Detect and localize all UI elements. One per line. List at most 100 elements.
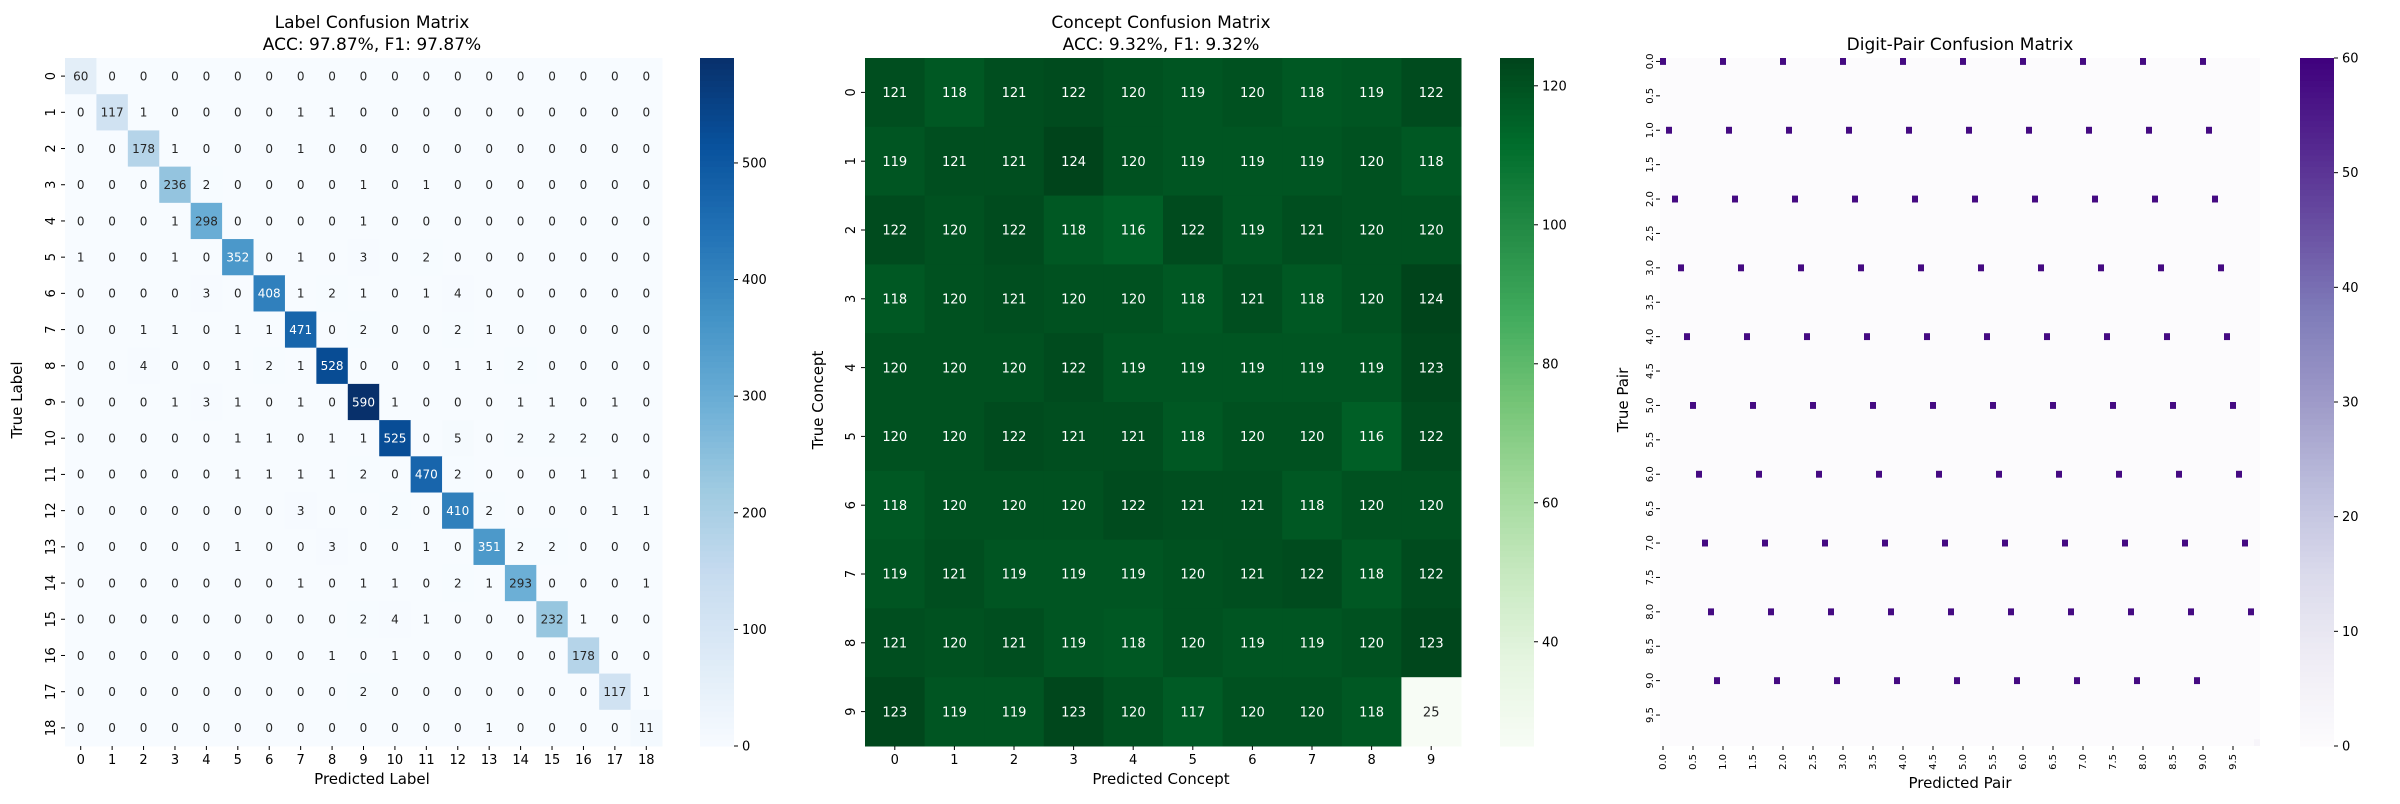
colorbar-segment	[2300, 447, 2334, 455]
heatmap-cell	[379, 528, 412, 566]
colorbar-segment	[2300, 602, 2334, 609]
heatmap-cell	[2056, 470, 2062, 478]
heatmap-cell	[96, 58, 129, 95]
colorbar-segment	[1500, 367, 1534, 374]
heatmap-cell	[316, 637, 349, 675]
heatmap-cell	[2014, 677, 2020, 685]
heatmap-cell	[1918, 264, 1924, 272]
colorbar-segment	[1500, 625, 1534, 632]
colorbar-segment	[700, 551, 734, 558]
colorbar-segment	[700, 568, 734, 575]
heatmap-cell	[504, 130, 537, 168]
colorbar-segment	[2300, 373, 2334, 380]
heatmap-cell	[1978, 264, 1984, 272]
x-tick-label: 18	[638, 753, 655, 768]
heatmap-cell	[1163, 608, 1224, 678]
heatmap-cell	[2098, 264, 2104, 272]
colorbar-segment	[2300, 264, 2334, 271]
colorbar-segment	[1500, 694, 1534, 701]
heatmap-cell	[2038, 264, 2044, 272]
colorbar-segment	[2300, 109, 2334, 116]
colorbar-segment	[2300, 625, 2334, 632]
cell-value-label: 1	[171, 250, 179, 264]
cell-value-label: 0	[234, 142, 242, 156]
colorbar-segment	[700, 172, 734, 179]
cell-value-label: 119	[1240, 361, 1265, 376]
x-tick-label: 0	[77, 753, 85, 768]
colorbar-segment	[700, 103, 734, 111]
colorbar-segment	[1500, 419, 1534, 426]
cell-value-label: 293	[509, 576, 532, 590]
colorbar-segment	[700, 625, 734, 632]
x-tick-label: 0.5	[1688, 754, 1699, 770]
colorbar-segment	[700, 642, 734, 650]
cell-value-label: 0	[328, 576, 336, 590]
heatmap-cell	[410, 456, 443, 494]
heatmap-cell	[1852, 195, 1858, 203]
heatmap-cell	[1043, 333, 1104, 403]
cell-value-label: 0	[171, 721, 179, 735]
cell-value-label: 590	[352, 395, 375, 409]
cell-value-label: 120	[1121, 705, 1146, 720]
heatmap-cell	[159, 601, 192, 638]
cell-value-label: 120	[942, 224, 967, 239]
heatmap-cell	[316, 58, 349, 95]
heatmap-cell	[347, 601, 380, 638]
cell-value-label: 2	[423, 250, 431, 264]
cell-value-label: 0	[423, 432, 431, 446]
heatmap-cell	[410, 166, 443, 204]
heatmap-cell	[1990, 402, 1996, 409]
colorbar-segment	[1500, 98, 1534, 105]
colorbar-segment	[2300, 419, 2334, 426]
heatmap-cell	[865, 126, 926, 197]
heatmap-cell	[599, 673, 632, 711]
heatmap-cell	[253, 456, 286, 494]
heatmap-cell	[924, 539, 985, 609]
cell-value-label: 25	[1423, 705, 1440, 720]
colorbar-segment	[1500, 585, 1534, 592]
heatmap-cell	[630, 275, 663, 312]
cell-value-label: 3	[360, 250, 368, 264]
heatmap-cell	[473, 709, 506, 747]
colorbar-tick-label: 300	[742, 390, 767, 405]
heatmap-cell	[190, 311, 223, 349]
colorbar-segment	[2300, 235, 2334, 243]
cell-value-label: 0	[297, 613, 305, 627]
y-tick-label: 13	[44, 539, 59, 556]
colorbar-segment	[2300, 379, 2334, 386]
colorbar-segment	[2300, 470, 2334, 478]
colorbar-segment	[700, 665, 734, 673]
cell-value-label: 0	[642, 649, 650, 663]
heatmap-cell	[865, 402, 926, 472]
y-tick-label: 4	[44, 217, 59, 225]
colorbar-segment	[1500, 488, 1534, 495]
colorbar-segment	[1500, 700, 1534, 707]
x-tick-label: 8	[1367, 753, 1375, 768]
cell-value-label: 116	[1359, 430, 1384, 445]
heatmap-cell	[1774, 677, 1780, 685]
heatmap-cell	[1103, 677, 1164, 747]
heatmap-cell	[222, 673, 255, 711]
colorbar-segment	[2300, 740, 2334, 747]
cell-value-label: 1	[234, 359, 242, 373]
colorbar-segment	[700, 338, 734, 346]
colorbar-tick-label: 400	[742, 273, 767, 288]
colorbar-segment	[700, 728, 734, 736]
colorbar-segment	[700, 161, 734, 168]
colorbar-segment	[700, 648, 734, 655]
cell-value-label: 1	[171, 142, 179, 156]
colorbar-segment	[2300, 80, 2334, 88]
heatmap-cell	[536, 383, 569, 421]
cell-value-label: 0	[265, 649, 273, 663]
cell-value-label: 119	[942, 705, 967, 720]
heatmap-cell	[159, 383, 192, 421]
colorbar-segment	[700, 413, 734, 420]
colorbar-segment	[700, 367, 734, 374]
heatmap-cell	[159, 166, 192, 204]
heatmap-cell	[284, 601, 317, 638]
cell-value-label: 0	[140, 649, 148, 663]
heatmap-cell	[127, 130, 160, 168]
heatmap-cell	[1954, 677, 1960, 685]
heatmap-cell	[316, 275, 349, 312]
